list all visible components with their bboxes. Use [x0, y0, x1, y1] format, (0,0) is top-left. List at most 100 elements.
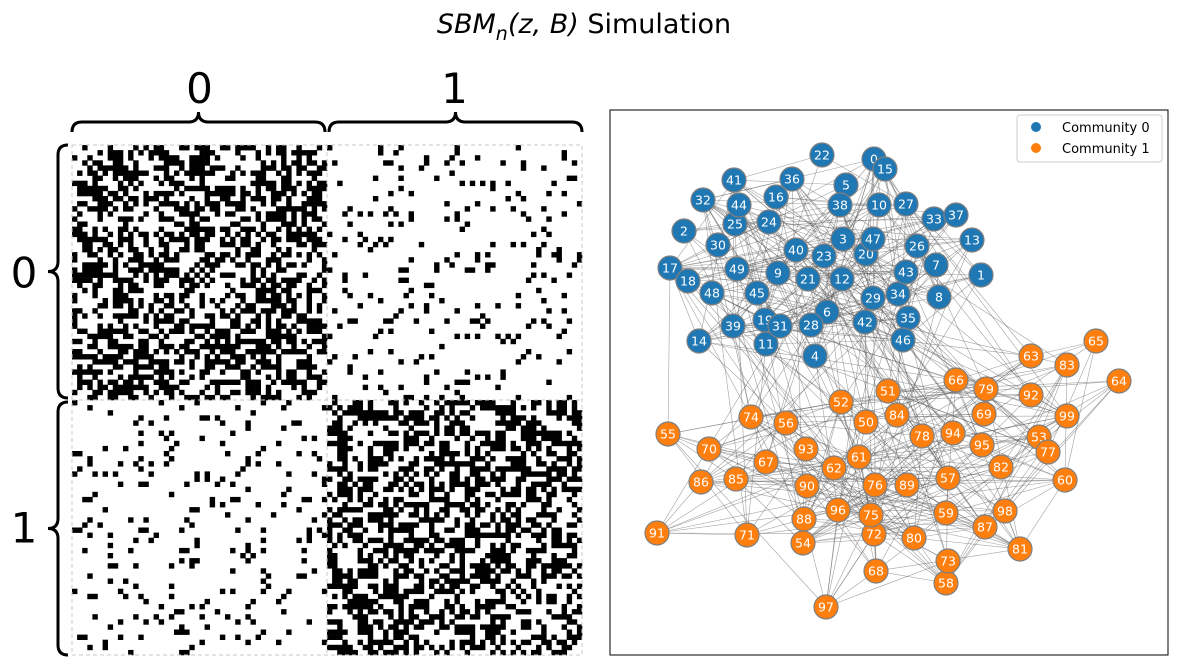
- matrix-cell: [148, 267, 154, 273]
- matrix-cell: [393, 568, 399, 574]
- matrix-cell: [225, 196, 231, 202]
- matrix-cell: [184, 517, 190, 523]
- matrix-cell: [112, 313, 119, 319]
- matrix-cell: [163, 231, 170, 238]
- matrix-cell: [179, 547, 185, 554]
- matrix-cell: [546, 190, 552, 197]
- matrix-cell: [316, 272, 323, 278]
- matrix-cell: [168, 257, 175, 263]
- matrix-cell: [158, 165, 165, 171]
- matrix-cell: [184, 185, 190, 192]
- matrix-cell: [286, 374, 292, 380]
- matrix-cell: [495, 527, 501, 533]
- matrix-cell: [153, 282, 159, 289]
- graph-node-label: 38: [832, 198, 848, 213]
- matrix-cell: [362, 598, 369, 605]
- matrix-cell: [276, 247, 282, 253]
- matrix-cell: [214, 257, 221, 263]
- matrix-cell: [398, 542, 404, 549]
- matrix-cell: [92, 471, 98, 477]
- matrix-cell: [464, 410, 471, 416]
- matrix-cell: [82, 328, 88, 334]
- matrix-cell: [444, 461, 450, 467]
- matrix-cell: [576, 573, 583, 579]
- graph-node-marker: [738, 404, 764, 430]
- matrix-cell: [194, 145, 200, 151]
- matrix-cell: [199, 247, 205, 253]
- matrix-cell: [413, 430, 420, 436]
- matrix-cell: [367, 537, 374, 544]
- matrix-cell: [536, 440, 542, 447]
- matrix-cell: [464, 451, 471, 457]
- matrix-cell: [148, 394, 154, 401]
- matrix-cell: [393, 573, 399, 579]
- graph-node-label: 22: [814, 148, 830, 163]
- matrix-cell: [505, 517, 511, 523]
- matrix-cell: [556, 568, 562, 574]
- matrix-cell: [403, 292, 409, 299]
- matrix-cell: [128, 196, 134, 202]
- matrix-cell: [311, 435, 318, 442]
- matrix-cell: [510, 578, 516, 584]
- matrix-cell: [536, 430, 542, 436]
- matrix-cell: [117, 170, 124, 176]
- matrix-cell: [128, 216, 134, 222]
- matrix-cell: [388, 522, 394, 528]
- graph-node-label: 78: [914, 429, 930, 444]
- matrix-cell: [174, 609, 180, 615]
- matrix-cell: [97, 216, 103, 222]
- matrix-cell: [235, 471, 241, 477]
- matrix-cell: [281, 308, 287, 314]
- matrix-cell: [128, 298, 134, 304]
- matrix-cell: [362, 644, 369, 651]
- matrix-cell: [102, 298, 108, 304]
- matrix-cell: [459, 507, 465, 513]
- matrix-cell: [240, 155, 246, 161]
- matrix-cell: [296, 394, 302, 401]
- graph-node: 10: [866, 192, 892, 218]
- matrix-cell: [276, 364, 282, 370]
- matrix-cell: [490, 578, 496, 584]
- matrix-cell: [128, 206, 134, 212]
- matrix-cell: [536, 522, 542, 528]
- matrix-cell: [434, 410, 440, 416]
- matrix-cell: [551, 568, 557, 574]
- matrix-cell: [510, 400, 516, 406]
- matrix-cell: [321, 185, 328, 192]
- matrix-cell: [72, 252, 78, 258]
- matrix-cell: [485, 604, 491, 610]
- matrix-cell: [311, 451, 318, 457]
- graph-node: 5: [833, 172, 859, 198]
- matrix-cell: [92, 180, 98, 187]
- matrix-cell: [189, 196, 195, 202]
- graph-node-marker: [943, 367, 969, 393]
- matrix-cell: [408, 502, 414, 508]
- matrix-cell: [362, 573, 369, 579]
- matrix-cell: [174, 160, 180, 166]
- matrix-cell: [189, 364, 195, 370]
- matrix-cell: [429, 517, 435, 523]
- matrix-cell: [398, 609, 404, 615]
- matrix-cell: [444, 445, 450, 452]
- matrix-cell: [474, 583, 481, 589]
- matrix-cell: [112, 292, 119, 299]
- matrix-cell: [372, 583, 379, 589]
- graph-edge: [896, 414, 1049, 453]
- matrix-cell: [464, 496, 471, 503]
- matrix-cell: [398, 614, 404, 620]
- matrix-cell: [561, 410, 567, 416]
- matrix-cell: [179, 609, 185, 615]
- matrix-cell: [209, 359, 216, 365]
- graph-edge: [765, 324, 812, 463]
- matrix-cell: [464, 649, 471, 656]
- matrix-cell: [133, 354, 139, 360]
- matrix-cell: [393, 598, 399, 605]
- matrix-cell: [510, 405, 516, 411]
- matrix-cell: [383, 440, 389, 447]
- matrix-cell: [490, 512, 496, 518]
- matrix-cell: [551, 252, 557, 258]
- matrix-cell: [372, 491, 379, 498]
- matrix-cell: [525, 471, 532, 477]
- matrix-cell: [194, 211, 200, 217]
- matrix-cell: [367, 349, 374, 355]
